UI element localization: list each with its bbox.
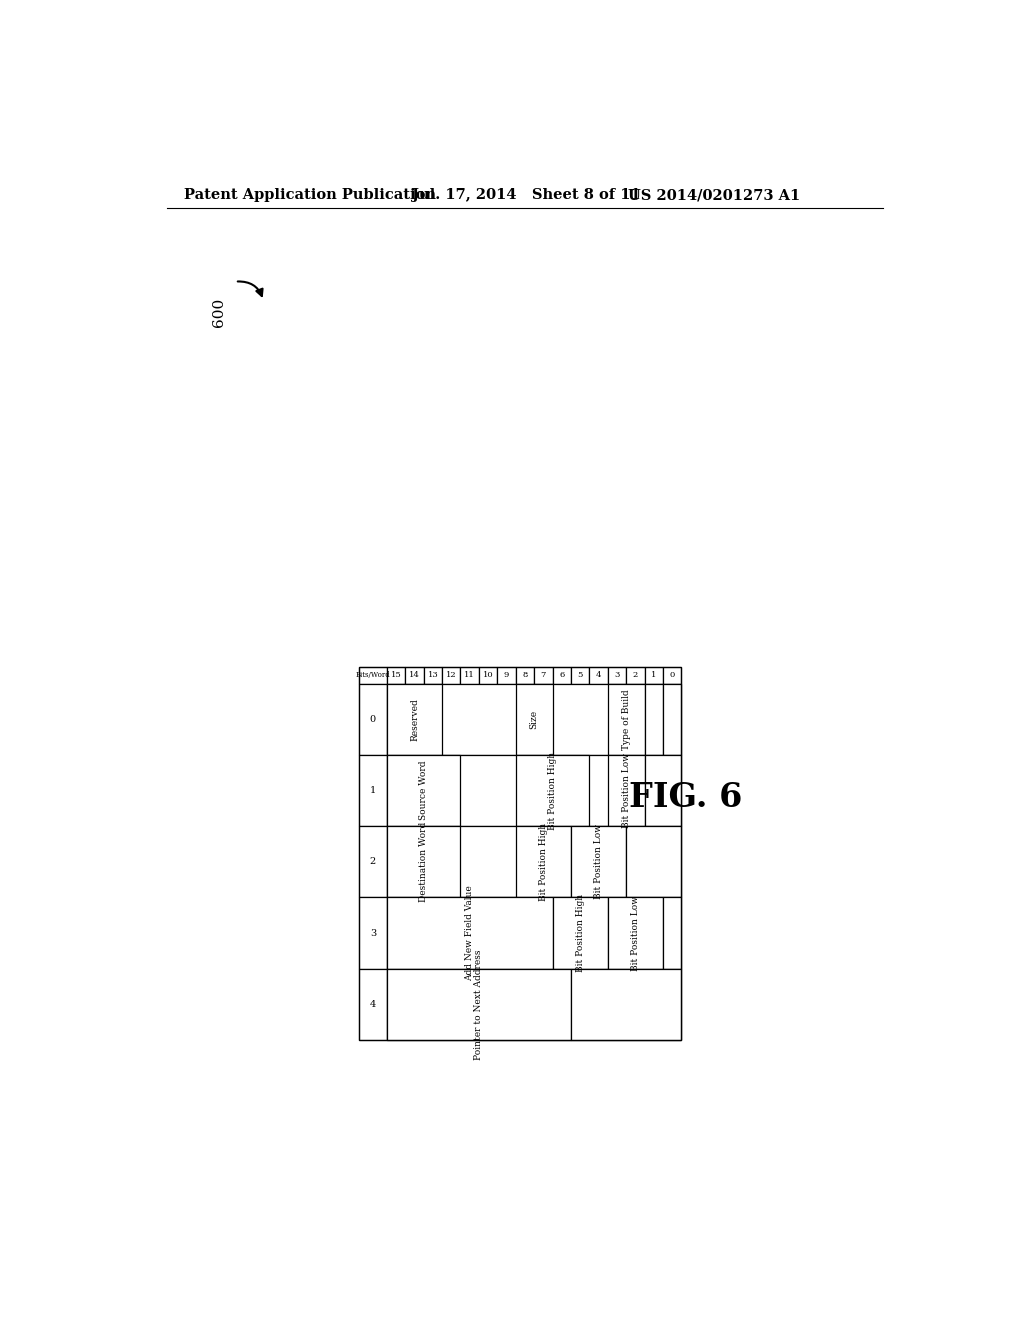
Text: Pointer to Next Address: Pointer to Next Address — [474, 949, 483, 1060]
Bar — [553, 667, 571, 684]
Bar — [387, 969, 571, 1040]
Text: Add New Field Value: Add New Field Value — [465, 886, 474, 981]
Text: 0: 0 — [670, 671, 675, 678]
Text: Bit Position High: Bit Position High — [539, 822, 548, 900]
Text: 10: 10 — [482, 671, 494, 678]
Bar — [387, 755, 681, 826]
Text: 5: 5 — [578, 671, 583, 678]
Bar — [571, 826, 626, 898]
Bar — [644, 755, 681, 826]
Text: 7: 7 — [541, 671, 546, 678]
Bar — [607, 755, 644, 826]
Text: Type of Build: Type of Build — [622, 689, 631, 750]
Text: Size: Size — [529, 710, 539, 729]
Bar — [607, 898, 663, 969]
Bar — [553, 898, 607, 969]
Bar — [644, 667, 663, 684]
Bar — [359, 826, 387, 898]
Bar — [387, 969, 681, 1040]
Bar — [626, 826, 681, 898]
Bar — [442, 667, 461, 684]
Text: US 2014/0201273 A1: US 2014/0201273 A1 — [628, 189, 800, 202]
Bar — [479, 667, 498, 684]
Bar — [644, 684, 663, 755]
Bar — [607, 684, 644, 755]
Text: Reserved: Reserved — [410, 698, 419, 741]
Text: 4: 4 — [370, 999, 376, 1008]
Text: 8: 8 — [522, 671, 527, 678]
Text: Bit Position High: Bit Position High — [575, 894, 585, 972]
Bar — [607, 667, 626, 684]
Text: Bit Position High: Bit Position High — [548, 751, 557, 829]
Bar — [387, 898, 681, 969]
Text: 1: 1 — [651, 671, 656, 678]
Bar — [359, 898, 387, 969]
Bar — [590, 667, 607, 684]
Text: Patent Application Publication: Patent Application Publication — [183, 189, 436, 202]
Bar — [424, 667, 442, 684]
Text: 2: 2 — [370, 857, 376, 866]
Text: Bit Position Low: Bit Position Low — [631, 895, 640, 970]
FancyArrowPatch shape — [238, 281, 262, 296]
Text: 1: 1 — [370, 785, 376, 795]
Text: 11: 11 — [464, 671, 475, 678]
Bar — [571, 667, 590, 684]
Text: Bits/Word: Bits/Word — [355, 671, 390, 678]
Bar — [663, 684, 681, 755]
Bar — [461, 667, 479, 684]
Text: 2: 2 — [633, 671, 638, 678]
Bar — [387, 898, 553, 969]
Text: 9: 9 — [504, 671, 509, 678]
Bar — [516, 684, 553, 755]
Bar — [516, 667, 535, 684]
Bar — [387, 826, 461, 898]
Text: Destination Word: Destination Word — [419, 821, 428, 902]
Bar — [516, 826, 571, 898]
Text: Source Word: Source Word — [419, 760, 428, 820]
Text: 0: 0 — [370, 714, 376, 723]
Text: 14: 14 — [409, 671, 420, 678]
Text: 13: 13 — [427, 671, 438, 678]
Bar — [498, 667, 516, 684]
Bar — [387, 684, 442, 755]
Bar — [535, 667, 553, 684]
Bar — [387, 826, 681, 898]
Bar — [387, 684, 681, 755]
Text: 3: 3 — [614, 671, 620, 678]
Text: Bit Position Low: Bit Position Low — [594, 824, 603, 899]
Bar — [359, 969, 387, 1040]
Text: FIG. 6: FIG. 6 — [630, 781, 742, 814]
Bar — [387, 755, 461, 826]
Text: 15: 15 — [391, 671, 401, 678]
Bar — [663, 898, 681, 969]
Bar — [663, 667, 681, 684]
Text: 600: 600 — [212, 298, 226, 327]
Bar — [359, 667, 387, 684]
Text: 3: 3 — [370, 928, 376, 937]
Bar — [626, 667, 644, 684]
Text: 6: 6 — [559, 671, 564, 678]
Text: 12: 12 — [446, 671, 457, 678]
Bar — [359, 755, 387, 826]
Text: Bit Position Low: Bit Position Low — [622, 752, 631, 828]
Bar — [359, 667, 681, 1040]
Bar — [406, 667, 424, 684]
Bar — [571, 969, 681, 1040]
Text: 4: 4 — [596, 671, 601, 678]
Bar — [387, 667, 406, 684]
Bar — [516, 755, 590, 826]
Text: Jul. 17, 2014   Sheet 8 of 11: Jul. 17, 2014 Sheet 8 of 11 — [413, 189, 641, 202]
Bar — [359, 684, 387, 755]
